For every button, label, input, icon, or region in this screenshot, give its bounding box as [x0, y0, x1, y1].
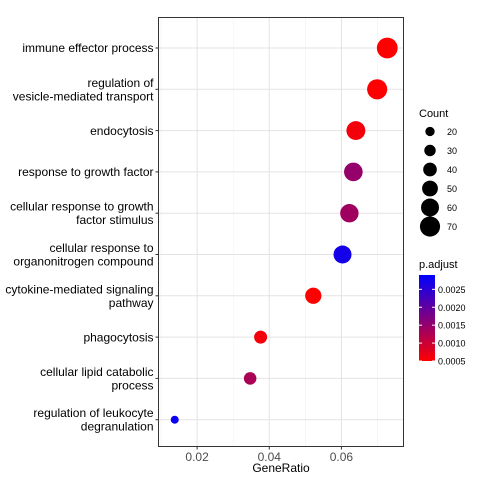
y-tick-label: degranulation [81, 420, 154, 434]
p-adjust-colorbar [419, 275, 435, 361]
y-tick-label: endocytosis [90, 124, 153, 138]
y-tick-label: process [111, 378, 153, 392]
y-tick-label: immune effector process [22, 41, 153, 55]
data-point [305, 287, 322, 304]
colorbar-tick-label: 0.0015 [438, 321, 466, 331]
y-tick-label: pathway [109, 296, 154, 310]
y-axis: immune effector process regulation ofvesi… [5, 41, 159, 434]
plot-panel-border [158, 17, 404, 447]
count-legend-key [423, 162, 437, 177]
count-legend-key [419, 216, 441, 237]
count-legend-label: 70 [447, 222, 457, 232]
data-point [344, 162, 363, 182]
y-tick-label: cellular lipid catabolic [40, 365, 153, 379]
count-legend-key [424, 144, 436, 157]
y-tick-label: regulation of [87, 76, 154, 90]
data-point [333, 245, 352, 264]
x-tick-label: 0.06 [330, 450, 354, 464]
data-point [367, 79, 388, 100]
colorbar-tick-label: 0.0025 [438, 285, 466, 295]
count-legend-label: 40 [447, 165, 457, 175]
data-point [376, 37, 398, 59]
data-point [254, 330, 268, 344]
count-legend-label: 20 [447, 127, 457, 137]
p-adjust-legend-title: p.adjust [419, 259, 458, 271]
colorbar-tick-label: 0.0020 [438, 303, 466, 313]
y-tick-label: cellular response to growth [10, 200, 153, 214]
count-legend-key [425, 126, 435, 137]
colorbar-tick-label: 0.0005 [438, 357, 466, 367]
count-legend: Count 20 30 40 50 60 70 [419, 108, 457, 237]
plot-grid [158, 17, 404, 447]
data-point [243, 372, 257, 385]
count-legend-label: 50 [447, 184, 457, 194]
count-legend-label: 30 [447, 146, 457, 156]
count-legend-label: 60 [447, 203, 457, 213]
data-point [170, 415, 179, 424]
y-tick-label: regulation of leukocyte [33, 406, 153, 420]
x-axis-title: GeneRatio [252, 461, 310, 475]
count-legend-key [422, 180, 438, 197]
y-tick-label: cytokine-mediated signaling [5, 282, 153, 296]
x-tick-label: 0.02 [185, 450, 209, 464]
y-tick-label: cellular response to [49, 241, 153, 255]
data-points [170, 37, 398, 424]
y-tick-label: factor stimulus [76, 213, 153, 227]
count-legend-key [421, 198, 439, 217]
y-tick-label: vesicle-mediated transport [13, 89, 154, 103]
p-adjust-legend: p.adjust 0.0005 0.0010 0.0015 0.0020 0.0025 [419, 259, 466, 367]
count-legend-title: Count [419, 108, 448, 120]
x-axis: 0.02 0.04 0.06 [185, 446, 354, 464]
colorbar-tick-label: 0.0010 [438, 339, 466, 349]
data-point [340, 203, 359, 223]
y-tick-label: phagocytosis [83, 330, 153, 344]
x-tick-label: 0.04 [258, 450, 282, 464]
y-tick-label: organonitrogen compound [13, 254, 153, 268]
y-tick-label: response to growth factor [18, 165, 153, 179]
data-point [346, 121, 366, 141]
